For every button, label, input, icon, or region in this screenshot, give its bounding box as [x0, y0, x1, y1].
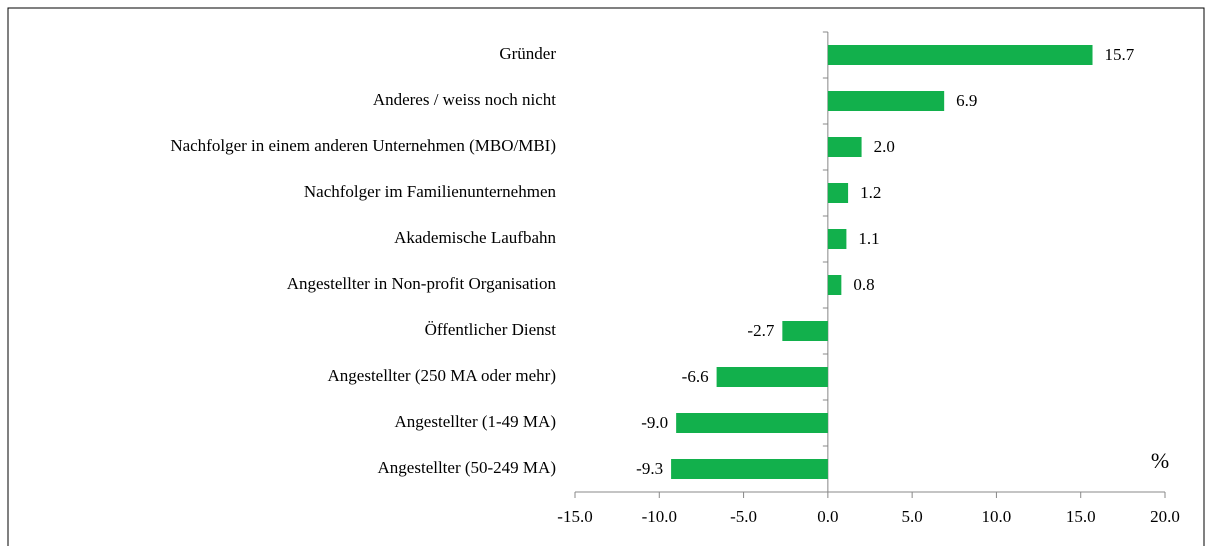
value-label: 1.1: [858, 229, 879, 248]
x-tick-label: 5.0: [902, 507, 923, 526]
category-label: Anderes / weiss noch nicht: [373, 90, 556, 109]
bar: [716, 367, 828, 387]
value-label: -9.3: [636, 459, 663, 478]
unit-annotation: %: [1151, 448, 1169, 473]
x-tick-label: -5.0: [730, 507, 757, 526]
category-label: Angestellter in Non-profit Organisation: [287, 274, 557, 293]
bar: [676, 413, 828, 433]
bar: [827, 91, 945, 111]
category-label: Öffentlicher Dienst: [425, 320, 557, 339]
category-label: Angestellter (50-249 MA): [378, 458, 556, 477]
bar: [827, 229, 847, 249]
x-tick-label: 10.0: [982, 507, 1012, 526]
bar: [827, 183, 849, 203]
value-label: 15.7: [1105, 45, 1135, 64]
frame: [7, 7, 1205, 546]
value-label: -6.6: [682, 367, 709, 386]
bar: [782, 321, 828, 341]
x-tick-label: -15.0: [557, 507, 592, 526]
value-label: -9.0: [641, 413, 668, 432]
bar: [827, 137, 862, 157]
category-label: Gründer: [499, 44, 556, 63]
category-label: Akademische Laufbahn: [394, 228, 556, 247]
value-label: 2.0: [874, 137, 895, 156]
value-label: 6.9: [956, 91, 977, 110]
category-label: Angestellter (250 MA oder mehr): [328, 366, 557, 385]
x-tick-label: 20.0: [1150, 507, 1180, 526]
x-tick-label: 0.0: [817, 507, 838, 526]
bar: [671, 459, 828, 479]
value-label: -2.7: [747, 321, 774, 340]
value-label: 0.8: [853, 275, 874, 294]
category-label: Angestellter (1-49 MA): [395, 412, 556, 431]
category-label: Nachfolger im Familienunternehmen: [304, 182, 557, 201]
category-label: Nachfolger in einem anderen Unternehmen …: [170, 136, 556, 155]
bar: [827, 45, 1093, 65]
x-tick-label: 15.0: [1066, 507, 1096, 526]
bar: [827, 275, 842, 295]
value-label: 1.2: [860, 183, 881, 202]
x-tick-label: -10.0: [642, 507, 677, 526]
